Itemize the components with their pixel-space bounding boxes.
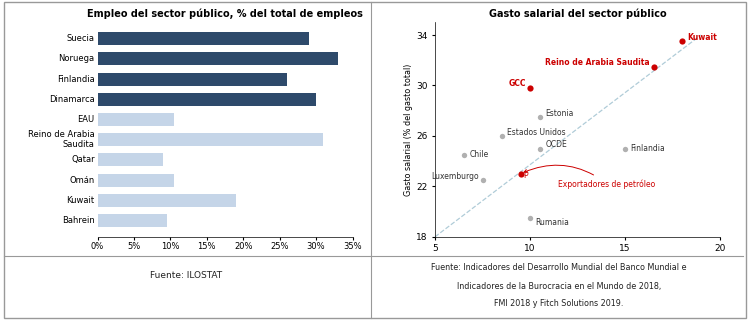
Title: Gasto salarial del sector público: Gasto salarial del sector público bbox=[489, 8, 666, 19]
Text: OCDE: OCDE bbox=[545, 140, 567, 149]
Text: GCC: GCC bbox=[509, 79, 526, 88]
Point bbox=[514, 171, 526, 176]
Text: Kuwait: Kuwait bbox=[688, 33, 718, 42]
Point bbox=[524, 215, 536, 220]
Text: Chile: Chile bbox=[470, 150, 488, 159]
Text: P: P bbox=[524, 171, 528, 180]
Text: Estonia: Estonia bbox=[545, 109, 574, 118]
Title: Empleo del sector público, % del total de empleos: Empleo del sector público, % del total d… bbox=[87, 8, 363, 19]
Point bbox=[619, 146, 631, 151]
Bar bbox=[98, 173, 174, 187]
Text: Rumania: Rumania bbox=[536, 219, 569, 228]
Text: Indicadores de la Burocracia en el Mundo de 2018,: Indicadores de la Burocracia en el Mundo… bbox=[457, 282, 661, 291]
Bar bbox=[98, 194, 236, 207]
Point bbox=[533, 146, 545, 151]
Bar bbox=[98, 93, 316, 106]
Bar bbox=[98, 133, 323, 146]
Text: Luxemburgo: Luxemburgo bbox=[431, 172, 478, 181]
Text: Fuente: Indicadores del Desarrollo Mundial del Banco Mundial e: Fuente: Indicadores del Desarrollo Mundi… bbox=[431, 263, 686, 272]
Bar bbox=[98, 32, 309, 45]
Point bbox=[524, 85, 536, 91]
Text: Reino de Arabia Saudita: Reino de Arabia Saudita bbox=[545, 58, 650, 67]
Text: Exportadores de petróleo: Exportadores de petróleo bbox=[524, 165, 656, 188]
Point bbox=[533, 115, 545, 120]
Bar bbox=[98, 52, 338, 66]
Point bbox=[676, 39, 688, 44]
Bar bbox=[98, 113, 174, 126]
Text: FMI 2018 y Fitch Solutions 2019.: FMI 2018 y Fitch Solutions 2019. bbox=[494, 300, 623, 308]
Text: Estados Unidos: Estados Unidos bbox=[507, 128, 566, 137]
Point bbox=[496, 133, 508, 139]
Text: Finlandia: Finlandia bbox=[631, 144, 665, 153]
Text: Fuente: ILOSTAT: Fuente: ILOSTAT bbox=[150, 271, 222, 280]
Point bbox=[458, 152, 470, 157]
Point bbox=[476, 178, 488, 183]
Bar bbox=[98, 153, 163, 166]
Bar bbox=[98, 214, 166, 227]
Y-axis label: Gasto salarial (% del gasto total): Gasto salarial (% del gasto total) bbox=[404, 63, 413, 196]
Point bbox=[647, 64, 659, 69]
Bar bbox=[98, 73, 287, 86]
